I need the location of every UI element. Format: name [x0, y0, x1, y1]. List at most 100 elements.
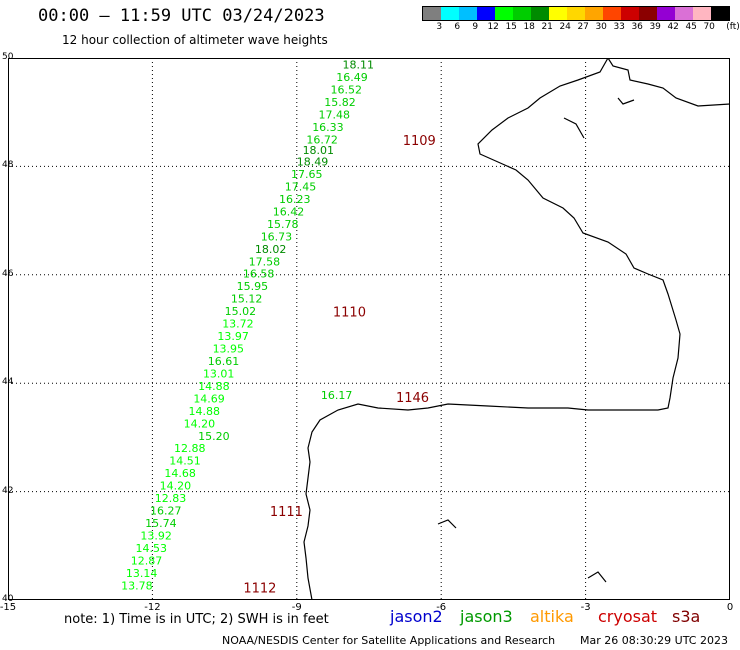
- wave-height-label: 17.48: [318, 108, 350, 121]
- wave-height-label: 18.01: [303, 144, 335, 157]
- colorbar-swatch: [495, 7, 513, 20]
- colorbar-label: 12: [487, 22, 499, 32]
- wave-height-label: 13.92: [140, 530, 172, 543]
- latitude-tick-label: 40: [2, 594, 14, 604]
- wave-height-label: 16.27: [150, 505, 182, 518]
- colorbar-swatch: [621, 7, 639, 20]
- wave-height-label: 18.02: [255, 243, 287, 256]
- colorbar-swatch: [477, 7, 495, 20]
- colorbar: [422, 6, 730, 21]
- wave-height-label: 17.58: [249, 255, 281, 268]
- wave-height-label: 16.73: [261, 230, 293, 243]
- legend-item-jason3: jason3: [460, 607, 513, 626]
- wave-height-label: 14.68: [164, 467, 196, 480]
- wave-height-points: 18.1116.4916.5215.8217.4816.3316.7218.01…: [121, 59, 436, 597]
- colorbar-swatch: [693, 7, 711, 20]
- longitude-tick-label: 0: [726, 602, 734, 613]
- colorbar-swatch: [441, 7, 459, 20]
- map-frame: [8, 58, 730, 600]
- wave-height-label: 16.33: [312, 121, 344, 134]
- colorbar-label: 39: [649, 22, 661, 32]
- page-subtitle: 12 hour collection of altimeter wave hei…: [62, 33, 328, 47]
- wave-height-label: 14.51: [169, 455, 201, 468]
- latitude-tick-label: 44: [2, 377, 14, 388]
- wave-height-label: 16.42: [273, 205, 305, 218]
- longitude-tick-label: -3: [580, 602, 591, 613]
- wave-height-label: 16.72: [306, 133, 338, 146]
- colorbar-swatch: [567, 7, 585, 20]
- colorbar-swatch: [585, 7, 603, 20]
- wave-height-label: 17.45: [285, 180, 317, 193]
- wave-height-label: 13.97: [217, 330, 249, 343]
- wave-height-label: 12.83: [155, 492, 187, 505]
- wave-height-label: 15.74: [145, 517, 177, 530]
- note-text: note: 1) Time is in UTC; 2) SWH is in fe…: [64, 612, 329, 627]
- colorbar-swatch: [549, 7, 567, 20]
- colorbar-label: 18: [523, 22, 535, 32]
- colorbar-swatch: [639, 7, 657, 20]
- graticule: [8, 58, 730, 600]
- colorbar-label: 45: [685, 22, 697, 32]
- longitude-tick-label: -9: [291, 602, 302, 613]
- map: 18.1116.4916.5215.8217.4816.3316.7218.01…: [8, 58, 730, 600]
- latitude-tick-label: 42: [2, 485, 14, 496]
- wave-height-label: 13.14: [126, 567, 158, 580]
- legend-item-cryosat: cryosat: [598, 607, 658, 626]
- colorbar-swatch: [603, 7, 621, 20]
- longitude-tick-label: -15: [0, 602, 17, 613]
- wave-height-label: 15.02: [225, 305, 257, 318]
- colorbar-label: 15: [505, 22, 517, 32]
- latitude-tick-label: 48: [2, 160, 14, 171]
- track-id-label: 1112: [243, 582, 276, 597]
- wave-height-label: 14.20: [184, 417, 216, 430]
- colorbar-label: 9: [472, 22, 479, 32]
- colorbar-label: 42: [667, 22, 679, 32]
- wave-height-label: 15.12: [231, 293, 263, 306]
- track-id-label: 1109: [403, 134, 436, 149]
- wave-height-label: 12.88: [174, 442, 206, 455]
- wave-height-label: 14.69: [193, 392, 225, 405]
- legend-item-jason2: jason2: [390, 607, 443, 626]
- wave-height-label: 13.72: [222, 318, 254, 331]
- latitude-tick-label: 50: [2, 52, 14, 62]
- track-id-label: 1111: [270, 505, 303, 520]
- coastline: [303, 58, 730, 600]
- timestamp-text: Mar 26 08:30:29 UTC 2023: [580, 634, 728, 647]
- wave-height-label: 15.82: [324, 96, 356, 109]
- wave-height-label: 13.01: [203, 367, 235, 380]
- wave-height-label: 14.88: [189, 405, 221, 418]
- longitude-tick-label: -12: [144, 602, 161, 613]
- colorbar-swatch: [675, 7, 693, 20]
- wave-height-label: 12.87: [131, 554, 163, 567]
- colorbar-swatch: [531, 7, 549, 20]
- colorbar-label: 6: [454, 22, 461, 32]
- legend-item-altika: altika: [530, 607, 574, 626]
- colorbar-label: (ft): [726, 22, 740, 32]
- colorbar-label: 24: [559, 22, 571, 32]
- track-id-label: 1146: [396, 391, 429, 406]
- wave-height-label: 16.58: [243, 268, 275, 281]
- track-id-label: 1110: [333, 306, 366, 321]
- wave-height-label: 16.17: [321, 389, 353, 402]
- colorbar-swatch: [657, 7, 675, 20]
- colorbar-label: 33: [613, 22, 625, 32]
- wave-height-label: 15.20: [198, 430, 230, 443]
- colorbar-label: 30: [595, 22, 607, 32]
- colorbar-swatch: [513, 7, 531, 20]
- colorbar-label: 36: [631, 22, 643, 32]
- wave-height-label: 16.49: [336, 71, 368, 84]
- wave-height-label: 14.20: [160, 480, 192, 493]
- colorbar-label: 3: [436, 22, 443, 32]
- longitude-tick-label: -6: [436, 602, 447, 613]
- colorbar-label: 21: [541, 22, 553, 32]
- colorbar-swatch: [459, 7, 477, 20]
- wave-height-label: 16.52: [330, 83, 362, 96]
- wave-height-label: 14.88: [198, 380, 230, 393]
- wave-height-label: 14.53: [136, 542, 168, 555]
- colorbar-swatch: [423, 7, 441, 20]
- credit-text: NOAA/NESDIS Center for Satellite Applica…: [222, 634, 556, 647]
- wave-height-label: 15.78: [267, 218, 299, 231]
- wave-height-label: 17.65: [291, 168, 323, 181]
- wave-height-label: 16.23: [279, 193, 311, 206]
- colorbar-label: 70: [703, 22, 715, 32]
